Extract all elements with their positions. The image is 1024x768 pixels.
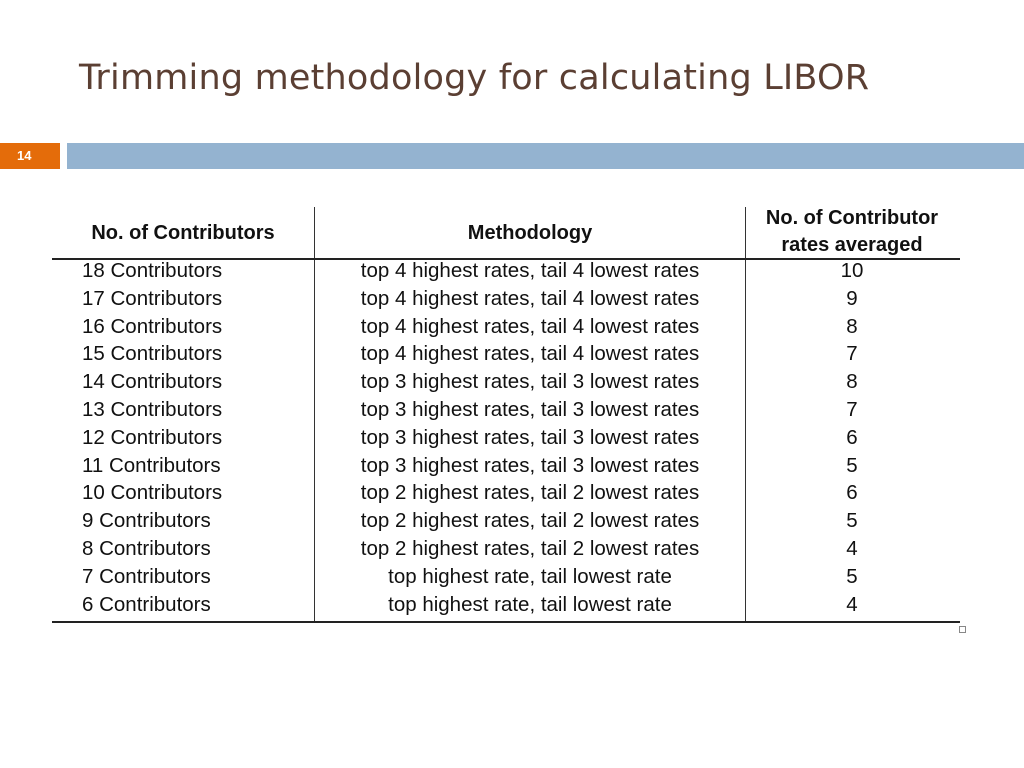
header-rule [52, 258, 960, 260]
cell-contributors: 10 Contributors [82, 481, 223, 505]
cell-rates-averaged: 8 [846, 370, 858, 394]
table-bottom-rule [52, 621, 960, 623]
cell-rates-averaged: 8 [846, 314, 858, 338]
cell-rates-averaged: 5 [846, 564, 858, 588]
column-divider-2 [745, 207, 746, 623]
cell-methodology: top 4 highest rates, tail 4 lowest rates [360, 286, 700, 310]
cell-contributors: 12 Contributors [82, 425, 223, 449]
header-averaged-line1: No. of Contributor [765, 207, 939, 229]
cell-methodology: top 4 highest rates, tail 4 lowest rates [360, 259, 700, 282]
slide-title: Trimming methodology for calculating LIB… [79, 58, 870, 98]
cell-contributors: 15 Contributors [82, 342, 223, 366]
cell-methodology: top 4 highest rates, tail 4 lowest rates [360, 342, 700, 366]
cell-rates-averaged: 10 [840, 259, 864, 282]
cell-rates-averaged: 7 [846, 342, 858, 366]
header-averaged-line2: rates averaged [781, 234, 923, 256]
cell-rates-averaged: 9 [846, 286, 858, 310]
cell-rates-averaged: 6 [846, 425, 858, 449]
table-resize-handle[interactable] [959, 626, 966, 633]
trimming-methodology-table: No. of Contributors Methodology No. of C… [52, 205, 962, 625]
cell-contributors: 18 Contributors [82, 259, 223, 282]
cell-contributors: 13 Contributors [82, 398, 223, 421]
cell-contributors: 6 Contributors [82, 592, 211, 616]
cell-contributors: 16 Contributors [82, 314, 223, 338]
cell-contributors: 17 Contributors [82, 286, 223, 310]
cell-rates-averaged: 6 [846, 481, 858, 505]
cell-rates-averaged: 5 [846, 509, 858, 533]
header-methodology: Methodology [467, 222, 593, 244]
cell-contributors: 8 Contributors [82, 537, 211, 560]
cell-methodology: top 3 highest rates, tail 3 lowest rates [360, 425, 700, 449]
cell-contributors: 9 Contributors [82, 509, 211, 533]
cell-rates-averaged: 4 [846, 537, 858, 560]
cell-contributors: 11 Contributors [82, 453, 221, 477]
header-divider-bar [67, 143, 1024, 169]
slide-number-badge: 14 [0, 143, 60, 169]
cell-methodology: top 3 highest rates, tail 3 lowest rates [360, 453, 700, 477]
cell-contributors: 14 Contributors [82, 370, 223, 394]
cell-methodology: top 2 highest rates, tail 2 lowest rates [360, 481, 700, 505]
cell-methodology: top 3 highest rates, tail 3 lowest rates [360, 398, 700, 421]
cell-methodology: top 3 highest rates, tail 3 lowest rates [360, 370, 700, 394]
cell-methodology: top highest rate, tail lowest rate [388, 564, 672, 588]
cell-rates-averaged: 5 [846, 453, 858, 477]
column-divider-1 [314, 207, 315, 623]
cell-rates-averaged: 7 [846, 398, 858, 421]
cell-rates-averaged: 4 [846, 592, 858, 616]
cell-methodology: top 2 highest rates, tail 2 lowest rates [360, 509, 700, 533]
cell-methodology: top 4 highest rates, tail 4 lowest rates [360, 314, 700, 338]
cell-contributors: 7 Contributors [82, 564, 211, 588]
header-contributors: No. of Contributors [91, 222, 275, 244]
cell-methodology: top highest rate, tail lowest rate [388, 592, 672, 616]
cell-methodology: top 2 highest rates, tail 2 lowest rates [360, 537, 700, 560]
